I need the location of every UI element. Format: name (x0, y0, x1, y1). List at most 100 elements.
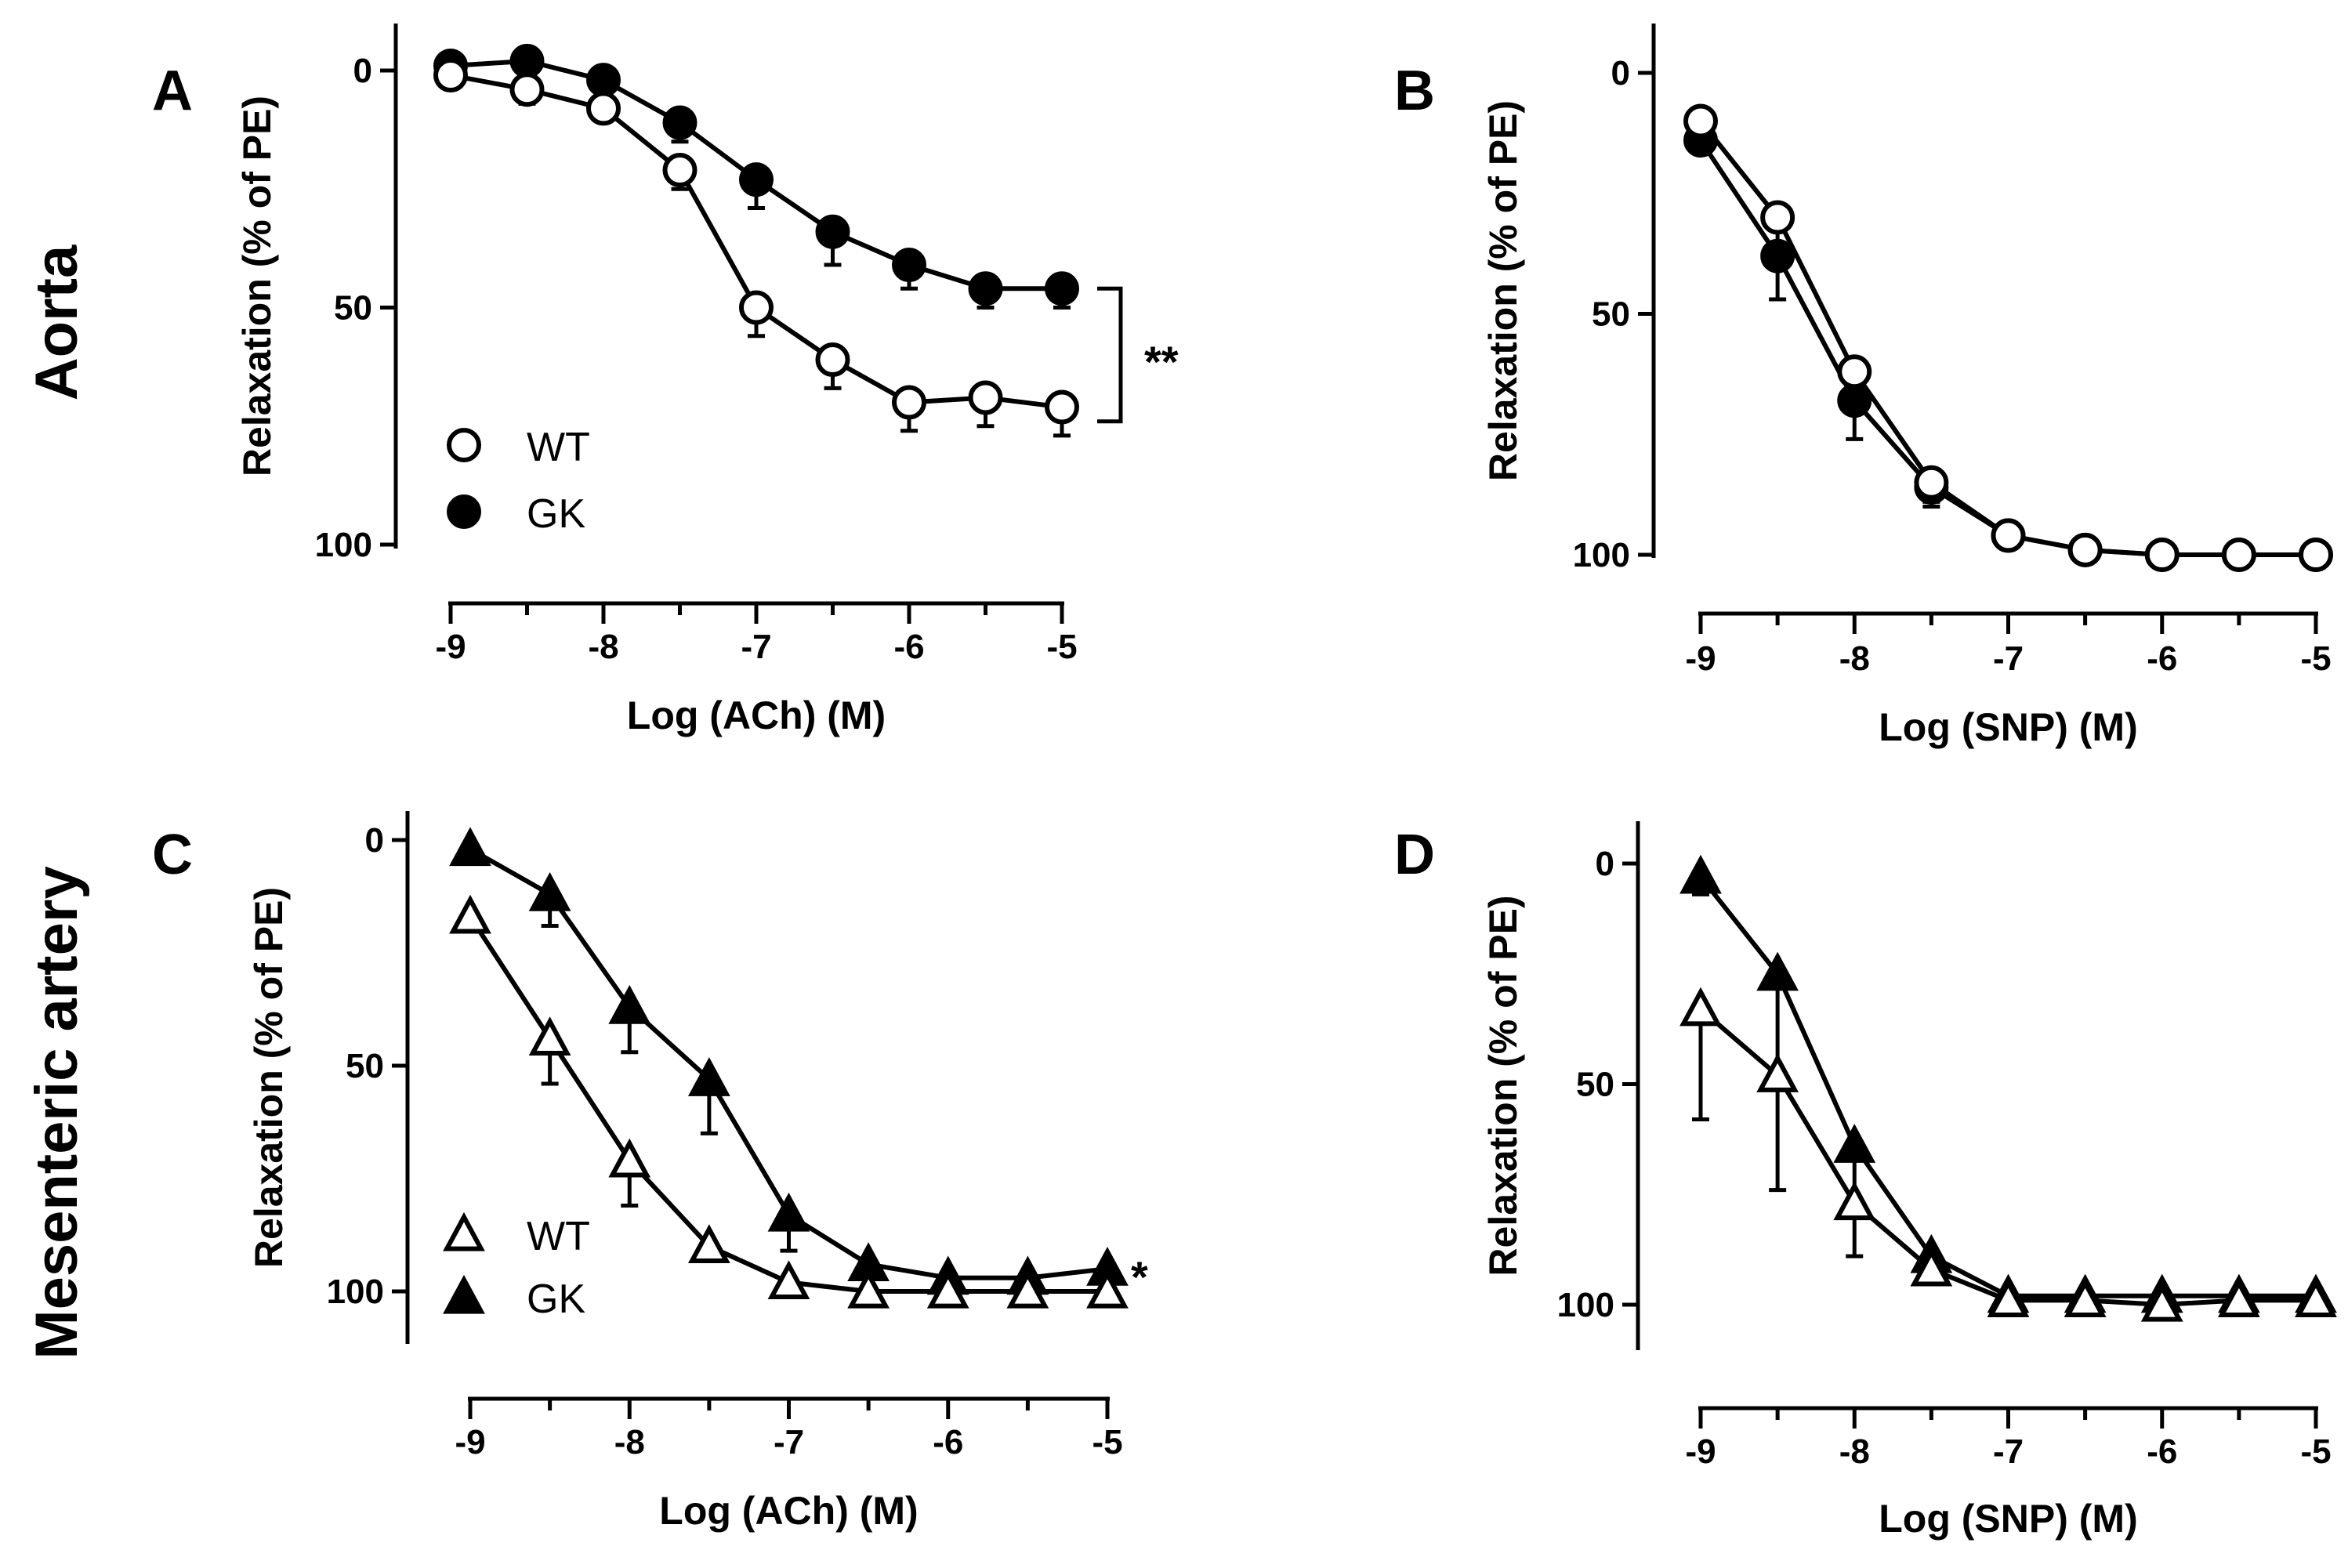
legend-label-wt: WT (527, 1214, 590, 1259)
data-point-wt (586, 91, 621, 126)
data-point-gk (687, 1057, 730, 1096)
x-tick-label: -8 (614, 1423, 645, 1461)
x-tick-label: -5 (1046, 628, 1077, 666)
data-point-wt (1679, 987, 1722, 1027)
y-tick-label: 100 (327, 1273, 384, 1311)
y-tick-label: 0 (353, 52, 372, 90)
data-point-wt (1683, 103, 1718, 139)
y-tick-label: 100 (1557, 1286, 1614, 1324)
x-axis-title: Log (SNP) (M) (1879, 1497, 2137, 1541)
data-point-wt (433, 58, 468, 93)
legend-marker-gk (447, 494, 481, 529)
x-tick-label: -8 (1839, 639, 1870, 678)
data-point-wt (1991, 518, 2026, 553)
row-label-aorta: Aorta (24, 244, 90, 400)
series-line-wt (1698, 119, 2316, 557)
panels: A 0 50 100 Relaxation (% of PE) -9 -8 -7 -6 -5 Log… (152, 24, 2337, 1541)
data-point-gk (662, 105, 698, 140)
data-point-wt (2221, 538, 2256, 572)
data-point-wt (926, 1269, 969, 1309)
data-point-wt (739, 290, 774, 325)
data-point-wt (2295, 1278, 2337, 1317)
data-point-wt (2144, 538, 2180, 572)
x-tick-label: -6 (2147, 1432, 2177, 1471)
x-axis-title: Log (ACh) (M) (627, 693, 886, 737)
x-tick-label: -6 (933, 1423, 963, 1461)
x-tick-label: -7 (1993, 1432, 2024, 1471)
data-point-wt (687, 1224, 730, 1263)
data-point-wt (662, 153, 698, 188)
data-point-wt (1756, 1053, 1799, 1092)
x-tick-label: -5 (2300, 1432, 2331, 1471)
panel-letter-c: C (152, 824, 193, 886)
data-point-gk (1837, 383, 1872, 418)
data-point-wt (608, 1138, 651, 1178)
legend-label-gk: GK (527, 1276, 585, 1322)
data-point-gk (1760, 238, 1795, 273)
significance-bracket (1097, 286, 1123, 424)
data-point-wt (2140, 1282, 2183, 1322)
x-tick-label: -5 (1092, 1423, 1122, 1461)
data-point-wt (968, 380, 1003, 415)
y-axis-title: Relaxation (% of PE) (247, 887, 291, 1268)
x-tick-label: -6 (2147, 639, 2177, 678)
data-point-gk (509, 43, 545, 78)
x-tick-label: -9 (1685, 639, 1716, 678)
y-axis-title: Relaxation (% of PE) (235, 96, 279, 476)
chart-panel-d: D 0 50 100 Relaxation (% of PE) -9 -8 -7 -6 -5 Log… (1394, 821, 2337, 1541)
data-point-gk (528, 871, 571, 911)
data-point-wt (2299, 538, 2333, 572)
data-point-gk (1679, 854, 1722, 894)
y-axis-title: Relaxation (% of PE) (1481, 100, 1525, 481)
data-point-wt (1987, 1278, 2030, 1317)
x-tick-label: -9 (455, 1423, 485, 1461)
data-point-wt (1837, 354, 1872, 389)
data-point-wt (2064, 1278, 2107, 1317)
series-line-gk (1698, 139, 2316, 557)
data-point-gk (892, 248, 926, 283)
x-tick-label: -6 (893, 628, 924, 666)
data-point-wt (1045, 389, 1079, 425)
data-point-gk (449, 827, 491, 867)
significance-label: * (1131, 1252, 1148, 1302)
data-point-wt (1006, 1269, 1049, 1309)
data-point-wt (509, 72, 545, 107)
data-point-wt (528, 1016, 571, 1056)
y-tick-label: 0 (1611, 54, 1630, 92)
data-point-wt (1760, 200, 1795, 235)
x-axis-title: Log (ACh) (M) (659, 1489, 918, 1533)
data-point-wt (1914, 465, 1949, 500)
data-point-gk (586, 63, 621, 98)
x-tick-label: -7 (774, 1423, 804, 1461)
panel-letter-d: D (1394, 824, 1435, 886)
legend-label-wt: WT (527, 425, 590, 470)
data-point-wt (847, 1269, 890, 1309)
data-point-wt (449, 894, 491, 934)
legend-marker-wt (447, 428, 481, 462)
y-tick-label: 50 (1592, 295, 1630, 334)
x-tick-label: -8 (588, 628, 618, 666)
row-label-mesenteric-artery: Mesenteric artery (24, 866, 90, 1359)
significance-label: ** (1144, 337, 1179, 386)
data-point-gk (1045, 271, 1079, 306)
chart-panel-a: A 0 50 100 Relaxation (% of PE) -9 -8 -7 -6 -5 Log… (152, 24, 1179, 737)
legend-marker-wt (443, 1211, 485, 1251)
chart-panel-c: C 0 50 100 Relaxation (% of PE) -9 -8 -7 -6 -5 Log… (152, 811, 1148, 1533)
data-point-wt (1086, 1269, 1129, 1309)
data-point-gk (1833, 1124, 1876, 1163)
series-line-wt (450, 73, 1063, 410)
x-axis-title: Log (SNP) (M) (1879, 705, 2137, 749)
chart-panel-b: B 0 50 100 Relaxation (% of PE) -9 -8 -7 -6 -5 Log… (1394, 24, 2333, 749)
legend-marker-gk (443, 1274, 485, 1314)
data-point-wt (815, 342, 850, 378)
panel-letter-a: A (152, 60, 193, 122)
x-tick-label: -8 (1839, 1432, 1870, 1471)
series-line-wt (1699, 1007, 2316, 1307)
data-point-wt (1910, 1247, 1953, 1287)
x-tick-label: -7 (1993, 639, 2024, 678)
data-point-gk (968, 271, 1003, 306)
data-point-wt (2217, 1278, 2260, 1317)
data-point-wt (2067, 532, 2103, 567)
y-tick-label: 0 (1596, 845, 1614, 883)
